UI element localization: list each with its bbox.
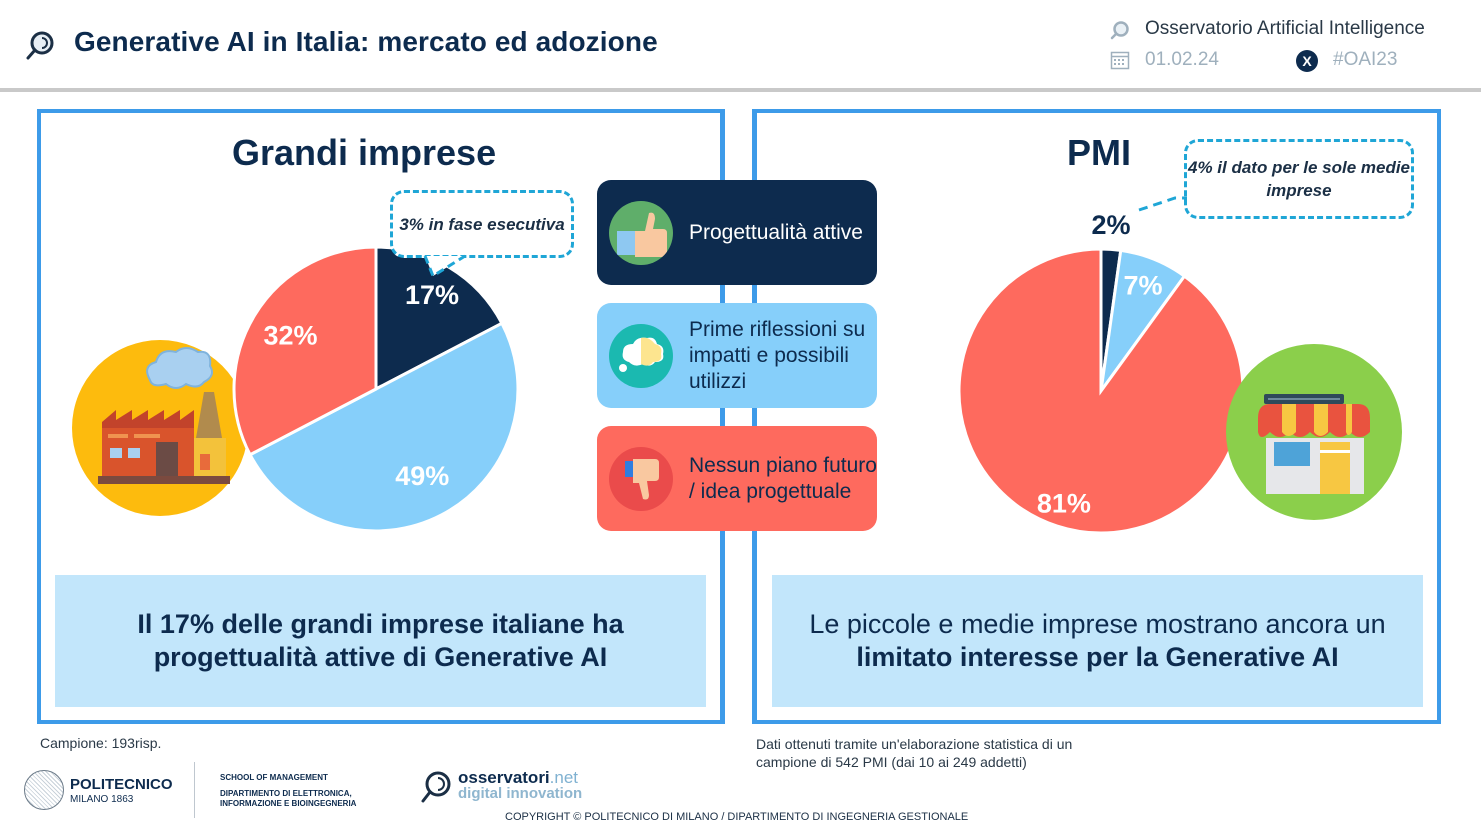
slice-label: 7% [1123, 270, 1162, 300]
large-companies-callout: 3% in fase esecutiva [390, 190, 574, 258]
slice-label: 49% [395, 461, 449, 491]
large-companies-summary: Il 17% delle grandi imprese italiane ha … [55, 575, 706, 707]
observatory-name: Osservatorio Artificial Intelligence [1145, 18, 1425, 39]
x-social-icon[interactable]: X [1296, 50, 1318, 72]
slice-label: 2% [1091, 210, 1130, 240]
legend-label: Nessun piano futuro / idea progettuale [689, 453, 877, 503]
shop-icon [1226, 344, 1402, 520]
osservatori-tld: .net [549, 768, 579, 787]
legend-item-active-projects: Progettualità attive [597, 180, 877, 285]
large-companies-pie-chart: 17% 49% 32% [232, 245, 520, 533]
polimi-subtitle: MILANO 1863 [70, 794, 134, 805]
slice-label: 32% [263, 320, 317, 350]
school-name: SCHOOL OF MANAGEMENT [220, 773, 328, 782]
event-date: 01.02.24 [1145, 49, 1219, 70]
connector-line [752, 109, 757, 724]
department-line: DIPARTIMENTO DI ELETTRONICA, [220, 789, 352, 798]
copyright: COPYRIGHT © POLITECNICO DI MILANO / DIPA… [505, 811, 969, 823]
polimi-seal-icon [24, 770, 64, 810]
slice-label: 81% [1037, 488, 1091, 518]
large-companies-title: Grandi imprese [232, 132, 497, 173]
osservatori-tagline: digital innovation [458, 785, 583, 802]
connector-line [720, 109, 725, 724]
calendar-icon [1110, 51, 1130, 70]
summary-text: Le piccole e medie imprese mostrano anco… [809, 609, 1386, 639]
legend-label: Progettualità attive [689, 220, 863, 244]
polimi-name: POLITECNICO [70, 776, 173, 793]
osservatori-logo-icon [26, 31, 54, 60]
thumbs-down-icon [609, 446, 673, 511]
sme-summary: Le piccole e medie imprese mostrano anco… [772, 575, 1423, 707]
header-divider [0, 88, 1481, 92]
footer-divider [194, 762, 195, 818]
callout-pointer [1138, 196, 1187, 212]
sample-note-large: Campione: 193risp. [40, 735, 162, 751]
osservatori-name: osservatori.net [458, 768, 579, 787]
sample-note-sme: Dati ottenuti tramite un'elaborazione st… [756, 736, 1073, 770]
osservatori-logo-icon [421, 771, 451, 803]
thumbs-up-icon [609, 200, 673, 265]
pie-slice [248, 321, 520, 533]
legend-label: Prime riflessioni su impatti e possibili… [689, 317, 866, 393]
sme-callout: 4% il dato per le sole medie imprese [1184, 139, 1414, 219]
slice-label: 17% [405, 280, 459, 310]
pie-slice [374, 245, 504, 392]
observatory-icon [1110, 21, 1129, 40]
legend-item-no-plan: Nessun piano futuro / idea progettuale [597, 426, 877, 531]
factory-icon [72, 340, 248, 516]
thought-cloud-icon [609, 323, 673, 388]
pie-slice [957, 247, 1245, 535]
pie-slice [232, 245, 378, 457]
page-title: Generative AI in Italia: mercato ed adoz… [74, 26, 658, 57]
department-line: INFORMAZIONE E BIOINGEGNERIA [220, 799, 357, 808]
summary-highlight: limitato interesse per la Generative AI [856, 642, 1339, 672]
sme-title: PMI [1067, 132, 1132, 173]
legend-item-first-reflections: Prime riflessioni su impatti e possibili… [597, 303, 877, 408]
department-name: DIPARTIMENTO DI ELETTRONICA, INFORMAZIONE… [220, 789, 356, 809]
hashtag[interactable]: #OAI23 [1333, 49, 1398, 70]
osservatori-brand: osservatori [458, 768, 550, 787]
sme-pie-chart: 2% 7% 81% [957, 210, 1245, 535]
callout-pointer [423, 254, 466, 279]
